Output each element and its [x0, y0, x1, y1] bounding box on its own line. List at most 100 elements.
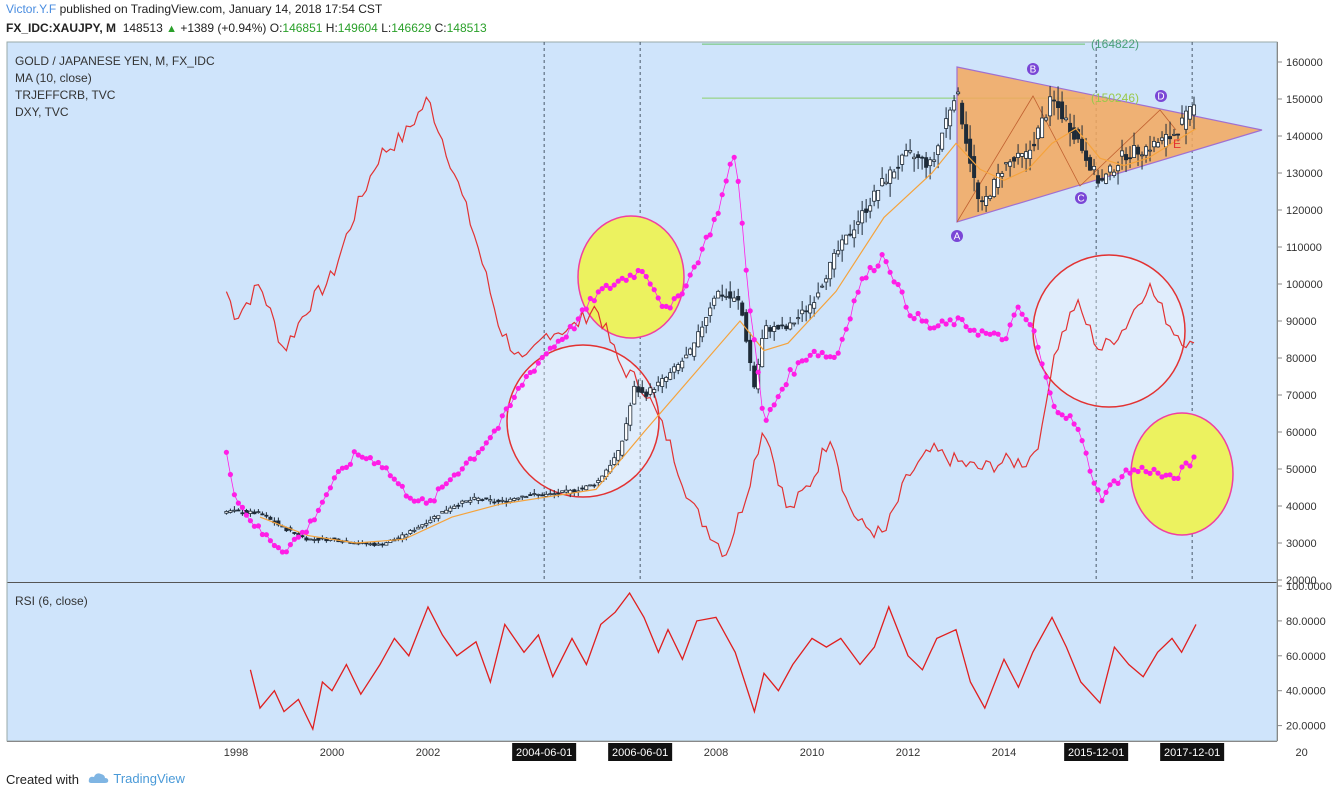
candle-body: [312, 539, 317, 541]
crb-point: [1175, 475, 1181, 481]
legend-trjeffcrb[interactable]: TRJEFFCRB, TVC: [15, 88, 116, 102]
crb-point: [1079, 438, 1085, 444]
candle-body: [484, 497, 489, 500]
candle-body: [1108, 165, 1113, 173]
crb-point: [651, 287, 657, 293]
crb-point: [759, 405, 765, 411]
candle-body: [644, 391, 649, 397]
crb-point: [607, 285, 613, 291]
crb-point: [415, 498, 421, 504]
legend-rsi[interactable]: RSI (6, close): [15, 594, 88, 608]
candle: [1036, 125, 1041, 150]
candle: [548, 489, 553, 496]
candle: [884, 173, 889, 186]
crb-point: [631, 274, 637, 281]
candle-body: [252, 511, 257, 515]
price-tick-label: 70000: [1286, 390, 1317, 402]
crb-point: [591, 298, 597, 304]
crb-point: [895, 281, 901, 288]
crb-point: [755, 369, 761, 375]
candle-body: [240, 512, 245, 515]
candle: [920, 155, 925, 170]
candle-body: [564, 489, 569, 493]
candle: [304, 536, 309, 542]
candle-body: [940, 132, 945, 150]
crb-point: [911, 316, 917, 322]
candle-body: [656, 381, 661, 387]
candle-body: [1064, 117, 1069, 121]
candle-body: [404, 534, 409, 538]
candle: [1088, 154, 1093, 171]
candle-body: [1044, 117, 1049, 121]
crb-point: [1087, 468, 1093, 474]
candle: [944, 107, 949, 138]
pattern-point-a: A: [954, 232, 961, 243]
candle: [312, 537, 317, 544]
candle-body: [372, 542, 377, 546]
tradingview-logo[interactable]: TradingView: [88, 771, 185, 786]
dxy-series: [225, 95, 1195, 558]
crb-point: [531, 368, 537, 374]
crb-point: [491, 428, 497, 434]
candle: [740, 300, 745, 317]
crb-point: [831, 354, 837, 360]
candle-body: [980, 200, 985, 203]
legend-dxy[interactable]: DXY, TVC: [15, 105, 69, 119]
crb-point: [671, 296, 677, 302]
candle-body: [1080, 138, 1085, 151]
crb-point: [931, 325, 937, 331]
candle-body: [428, 519, 433, 524]
author-link[interactable]: Victor.Y.F: [6, 2, 57, 16]
candle: [564, 485, 569, 494]
candle-body: [900, 154, 905, 165]
crb-point: [803, 357, 809, 363]
crb-point: [263, 532, 269, 538]
candle: [976, 179, 981, 213]
candle-body: [1024, 151, 1029, 159]
crb-point: [1155, 470, 1161, 476]
crb-point: [851, 298, 857, 304]
candle: [384, 541, 389, 546]
candle-body: [460, 500, 465, 504]
crb-point: [507, 402, 513, 409]
crb-point: [487, 435, 493, 441]
candle: [748, 332, 753, 372]
crb-point: [699, 246, 705, 252]
candle: [876, 189, 881, 209]
candle: [708, 302, 713, 323]
crb-point: [355, 452, 361, 458]
price-tick-label: 100000: [1286, 279, 1323, 291]
date-tick-label: 2006-06-01: [612, 747, 668, 759]
candle: [992, 177, 997, 199]
candle-body: [380, 543, 385, 546]
legend-title[interactable]: GOLD / JAPANESE YEN, M, FX_IDC: [15, 54, 215, 68]
crb-point: [483, 440, 489, 446]
candle: [460, 499, 465, 508]
candle-body: [308, 538, 313, 541]
candle: [860, 200, 865, 236]
candle: [688, 347, 693, 356]
crb-point: [991, 330, 997, 336]
crb-point: [399, 483, 405, 489]
candle: [788, 316, 793, 331]
candle: [804, 305, 809, 322]
candle: [640, 380, 645, 394]
crb-point: [727, 161, 733, 167]
low-value: 146629: [391, 21, 432, 35]
candle-body: [508, 498, 513, 503]
candle: [684, 346, 689, 359]
crb-point: [467, 456, 473, 462]
crb-point: [743, 267, 749, 273]
rsi-pane[interactable]: [7, 583, 1277, 741]
crb-point: [719, 192, 725, 198]
candle-body: [972, 156, 977, 178]
price-tick-label: 50000: [1286, 464, 1317, 476]
candle-body: [736, 296, 741, 301]
candle-body: [916, 154, 921, 158]
legend-ma[interactable]: MA (10, close): [15, 71, 92, 85]
candle: [960, 100, 965, 130]
candle-body: [588, 484, 593, 487]
candle-body: [1056, 101, 1061, 109]
candle-body: [228, 510, 233, 513]
